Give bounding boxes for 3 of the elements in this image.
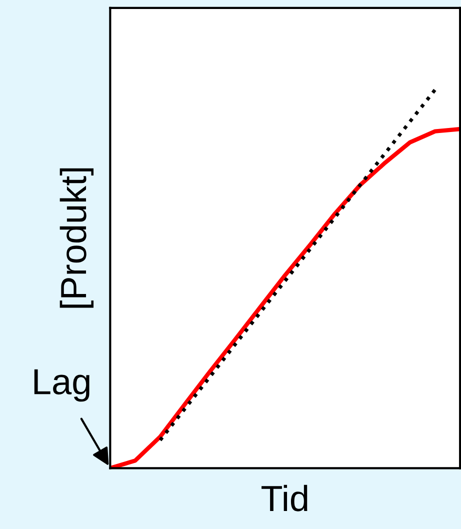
- x-axis-title: Tid: [262, 484, 308, 512]
- y-axis-title: [Produkt]: [60, 168, 94, 308]
- text: Lag: [34, 369, 90, 402]
